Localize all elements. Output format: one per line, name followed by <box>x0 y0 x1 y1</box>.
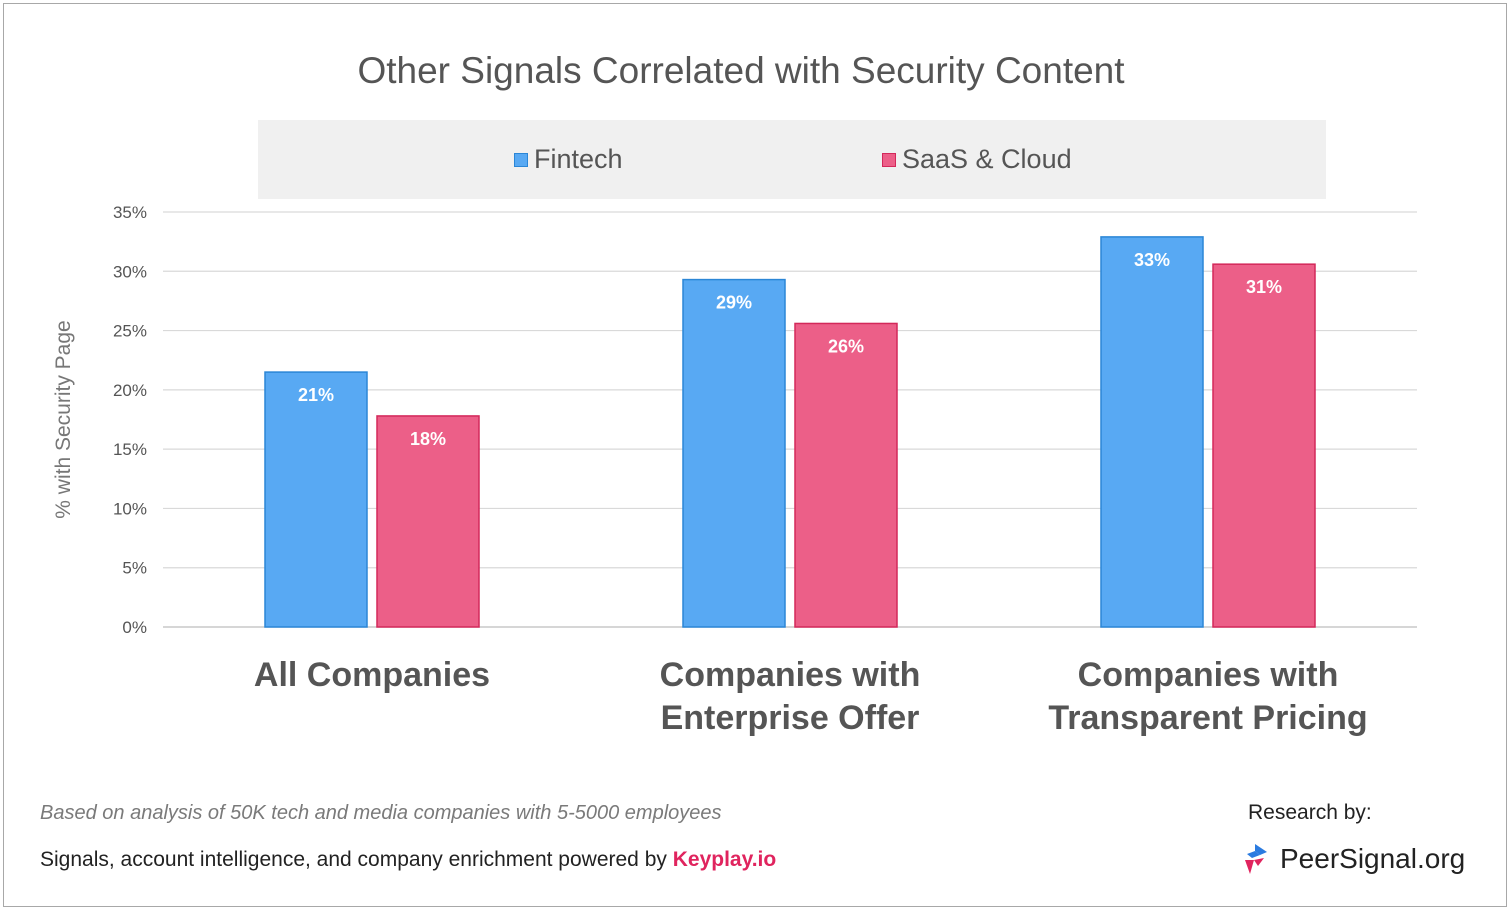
y-tick-label: 10% <box>113 499 147 518</box>
bar-saas-cloud <box>1212 263 1316 628</box>
x-category-label: Enterprise Offer <box>661 699 920 737</box>
chart-legend: Fintech SaaS & Cloud <box>258 120 1326 199</box>
data-label: 29% <box>716 293 752 313</box>
y-tick-label: 25% <box>113 322 147 341</box>
keyplay-link[interactable]: Keyplay.io <box>672 848 777 871</box>
legend-label-saas-cloud: SaaS & Cloud <box>902 144 1072 174</box>
legend-swatch-fintech <box>514 152 528 167</box>
bar-fintech <box>1100 236 1204 628</box>
peersignal-logo-icon <box>1245 844 1267 874</box>
peersignal-logo-text: PeerSignal.org <box>1280 843 1466 874</box>
peersignal-logo[interactable]: PeerSignal.org <box>1242 842 1465 876</box>
legend-item-saas-cloud: SaaS & Cloud <box>882 144 1072 175</box>
y-tick-label: 15% <box>113 440 147 459</box>
bar-fintech <box>264 371 368 628</box>
bar-chart: 0% 5% 10% 15% 20% 25% 30% 35% % with Security Pa… <box>52 203 1417 737</box>
data-label: 18% <box>410 429 446 449</box>
bar-saas-cloud <box>794 322 898 628</box>
legend-label-fintech: Fintech <box>534 144 623 174</box>
data-label: 21% <box>298 385 334 405</box>
y-tick-label: 20% <box>113 381 147 400</box>
powered-by-line: Signals, account intelligence, and compa… <box>40 848 776 872</box>
x-category-label: All Companies <box>254 656 490 694</box>
y-tick-label: 0% <box>122 618 147 637</box>
legend-item-fintech: Fintech <box>514 144 623 175</box>
data-label: 31% <box>1246 277 1282 297</box>
x-category-label: Companies with <box>1078 656 1339 694</box>
legend-swatch-saas-cloud <box>882 152 896 167</box>
x-category-label: Companies with <box>660 656 921 694</box>
data-label: 33% <box>1134 250 1170 270</box>
research-by-label: Research by: <box>1248 801 1372 824</box>
bar-fintech <box>682 278 786 628</box>
chart-title: Other Signals Correlated with Security C… <box>357 50 1125 91</box>
x-category-label: Transparent Pricing <box>1048 699 1367 737</box>
footnote: Based on analysis of 50K tech and media … <box>40 802 722 824</box>
y-tick-label: 35% <box>113 203 147 222</box>
data-label: 26% <box>828 336 864 356</box>
y-axis-label: % with Security Page <box>52 320 75 518</box>
powered-by-text: Signals, account intelligence, and compa… <box>40 848 673 871</box>
y-tick-label: 30% <box>113 262 147 281</box>
bar-saas-cloud <box>376 415 480 628</box>
y-tick-label: 5% <box>122 559 147 578</box>
